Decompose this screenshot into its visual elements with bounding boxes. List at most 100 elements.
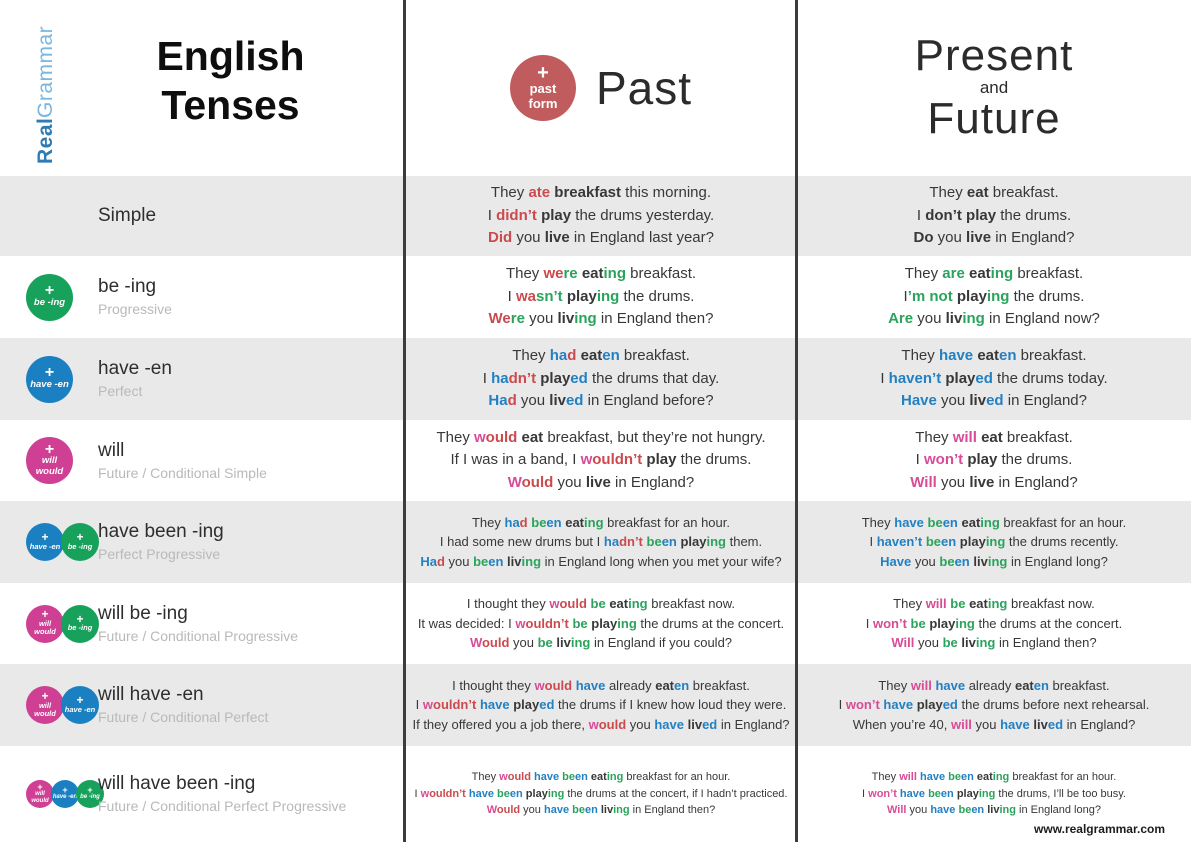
text-segment: breakfast, but they’re not hungry. <box>543 428 766 446</box>
icon-label: would <box>34 627 56 637</box>
text-segment: They <box>490 184 529 202</box>
header-label-column: Real Grammar English Tenses <box>0 0 405 176</box>
text-segment: be <box>948 771 961 784</box>
text-segment: the drums recently. <box>1005 534 1119 550</box>
text-segment: w <box>588 716 599 732</box>
text-segment: breakfast for an hour. <box>1009 771 1117 784</box>
text-segment: be <box>928 787 941 800</box>
past-examples-cell: They had been eating breakfast for an ho… <box>405 501 797 583</box>
text-segment: you <box>444 553 474 569</box>
text-segment: have <box>575 677 606 693</box>
text-segment: won’t <box>923 451 964 469</box>
example-sentence: I wouldn’t have been playing the drums a… <box>415 786 788 803</box>
text-segment: liv <box>600 804 614 817</box>
text-segment: ing <box>980 514 1000 530</box>
text-segment: W <box>469 635 482 651</box>
text-segment: Have <box>880 553 912 569</box>
text-segment: in England then? <box>596 310 714 328</box>
text-segment: They <box>929 184 967 202</box>
text-segment: have <box>1000 716 1030 732</box>
text-segment: ed <box>565 392 584 410</box>
tense-label-cell: + have -en + be -ing have been -ing Perfect P… <box>0 501 405 583</box>
have-en-icon: + have -en <box>26 523 64 561</box>
text-segment: en <box>509 787 523 800</box>
example-sentence: I won’t have been playing the drums, I’l… <box>862 786 1126 803</box>
example-sentence: Would you live in England? <box>436 472 765 495</box>
text-segment: will <box>950 716 972 732</box>
text-segment: be <box>942 635 958 651</box>
text-segment: are <box>942 265 965 283</box>
example-sentence: They will have already eaten breakfast. <box>839 676 1150 696</box>
plus-icon: + <box>62 785 68 796</box>
text-segment: I <box>862 787 869 800</box>
plus-icon: + <box>41 688 49 703</box>
text-segment: will <box>910 677 932 693</box>
header-present-future-column: Present and Future <box>797 0 1191 176</box>
example-sentence: Will you live in England? <box>910 472 1078 495</box>
text-segment: the drums at the concert, if I hadn’t pr… <box>564 787 788 800</box>
text-segment: w <box>499 771 508 784</box>
text-segment: breakfast. <box>988 184 1059 202</box>
text-segment: ing <box>975 635 996 651</box>
text-segment: eat <box>966 184 989 202</box>
text-segment: Are <box>888 310 914 328</box>
text-segment: ate <box>528 184 551 202</box>
text-segment: They <box>436 428 474 446</box>
text-segment: eat <box>581 265 604 283</box>
text-segment: ould <box>496 804 521 817</box>
text-segment: ’m not <box>907 287 953 305</box>
text-segment: breakfast for an hour. <box>623 771 731 784</box>
tense-row-have-en: + have -en have -en Perfect They had eaten b… <box>0 338 1191 420</box>
text-segment: eat <box>521 428 544 446</box>
plus-icon: + <box>87 785 93 796</box>
text-segment: already <box>965 677 1015 693</box>
text-segment: breakfast. <box>619 347 690 365</box>
text-segment: play <box>680 534 707 550</box>
text-segment: They <box>505 265 544 283</box>
tense-labels: be -ing Progressive <box>96 276 172 318</box>
text-segment: liv <box>1033 716 1048 732</box>
text-segment: ing <box>547 787 565 800</box>
present-future-examples-cell: They will be eating breakfast now. I won’… <box>797 583 1191 664</box>
icon-label: have -en <box>64 704 96 714</box>
text-segment: w <box>473 428 486 446</box>
text-segment: in England now? <box>984 310 1100 328</box>
example-sentence: I haven’t played the drums today. <box>880 368 1107 391</box>
page-title-line1: English <box>156 33 305 79</box>
page-title-line2: Tenses <box>161 82 300 129</box>
example-sentence: Would you have been living in England th… <box>415 802 788 819</box>
website-url: www.realgrammar.com <box>1034 822 1165 836</box>
text-segment: breakfast now. <box>647 596 736 612</box>
plus-icon: + <box>537 61 549 84</box>
text-segment: liv <box>507 553 522 569</box>
will-would-icon: + will would <box>26 686 64 724</box>
tense-name: have been -ing <box>98 521 224 543</box>
text-segment: the drums if I knew how loud they were. <box>554 697 787 713</box>
text-segment: ed <box>975 369 993 387</box>
example-lines: They were eating breakfast. I wasn’t play… <box>489 263 714 331</box>
text-segment: have <box>543 804 570 817</box>
text-segment: ing <box>955 615 975 631</box>
example-sentence: They ate breakfast this morning. <box>488 182 714 205</box>
text-segment: be <box>590 596 606 612</box>
example-sentence: Do you live in England? <box>914 227 1075 250</box>
example-sentence: They had eaten breakfast. <box>483 345 720 368</box>
text-segment: They <box>471 514 505 530</box>
tense-description: Future / Conditional Progressive <box>98 627 298 644</box>
example-sentence: I wouldn’t have played the drums if I kn… <box>412 695 789 715</box>
text-segment: breakfast. <box>1002 428 1073 446</box>
example-lines: They have been eating breakfast for an h… <box>862 513 1127 572</box>
present-future-examples-cell: They eat breakfast. I don’t play the drum… <box>797 176 1191 256</box>
text-segment: be <box>572 615 588 631</box>
have-en-icon: + have -en <box>61 686 99 724</box>
text-segment: wa <box>515 287 536 305</box>
text-segment: ha <box>549 347 568 365</box>
will-would-icon: + will would <box>26 604 64 643</box>
text-segment: will <box>925 596 947 612</box>
text-segment: ing <box>606 771 624 784</box>
text-segment: in England long? <box>1007 553 1108 569</box>
tense-row-will-have-en: + will would + have -en will have -en Future /… <box>0 664 1191 746</box>
tense-labels: Simple <box>96 205 156 228</box>
text-segment: ouldn’t <box>433 697 477 713</box>
